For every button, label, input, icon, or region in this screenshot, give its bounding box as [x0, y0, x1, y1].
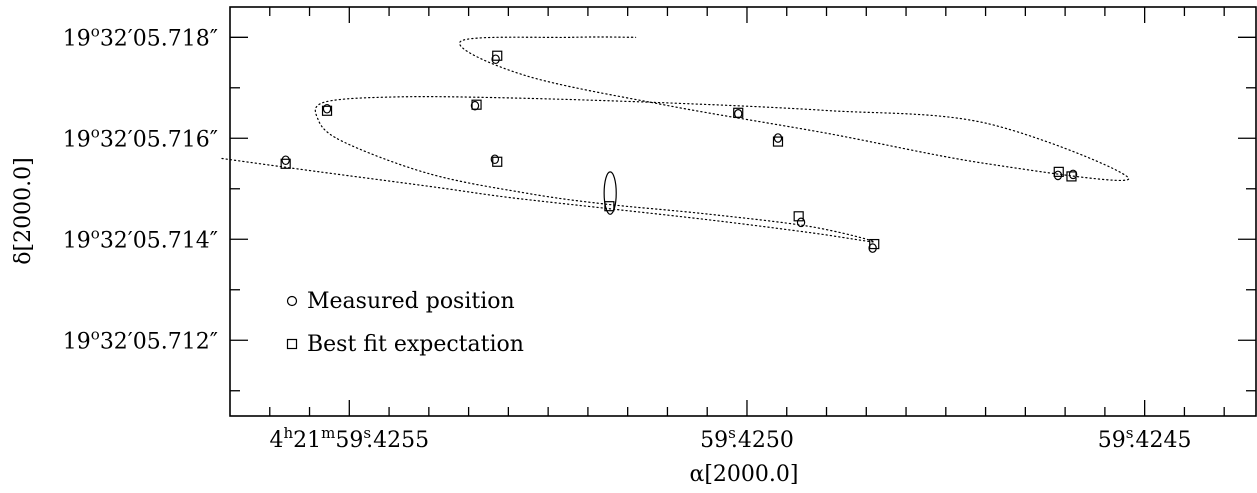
x-tick-label-fraction: .4255: [366, 428, 429, 453]
plot-frame-group: [229, 6, 1257, 417]
y-tick-label-rest: 32′05.712″: [100, 329, 218, 354]
measured-circle: [470, 100, 480, 111]
y-tick-label-rest: 32′05.714″: [100, 228, 218, 253]
x-tick-label: 59s.4245: [1098, 424, 1192, 453]
best-fit-square: [733, 107, 744, 118]
measured-circle: [1053, 170, 1063, 181]
measured-circle: [490, 154, 500, 165]
x-tick-label-minutes: 21: [293, 428, 321, 453]
x-axis-label: α[2000.0]: [689, 462, 798, 487]
x-tick-label-s: s: [1126, 424, 1134, 442]
best-fit-square: [1053, 166, 1064, 177]
y-tick-label-degrees: 19: [63, 228, 91, 253]
y-tick-label-rest: 32′05.718″: [100, 26, 218, 51]
y-axis-label: δ[2000.0]: [11, 157, 36, 264]
fit-curve: [221, 36, 1130, 243]
y-tick-label-degree-symbol: o: [91, 22, 100, 40]
tick-labels-layer: 19o32′05.718″19o32′05.716″19o32′05.714″1…: [63, 22, 1192, 453]
measured-circle: [1068, 169, 1078, 180]
x-tick-label-fraction: .4245: [1129, 428, 1192, 453]
legend-circle-marker: [286, 295, 298, 307]
best-fit-square: [869, 238, 880, 250]
y-tick-label: 19o32′05.716″: [63, 123, 218, 152]
measured-circle: [322, 103, 332, 114]
measured-circle: [773, 133, 783, 143]
x-tick-label-m: m: [321, 424, 335, 442]
y-tick-label-degrees: 19: [63, 127, 91, 152]
best-fit-square: [321, 105, 333, 116]
legend-label-measured: Measured position: [307, 289, 515, 314]
x-tick-label-seconds: 59: [335, 428, 363, 453]
y-tick-label-degree-symbol: o: [91, 325, 100, 343]
measured-circle: [868, 243, 877, 253]
tick-marks: [230, 7, 1256, 416]
x-tick-label-h: h: [284, 424, 294, 442]
y-tick-label-degrees: 19: [63, 329, 91, 354]
x-tick-label-seconds: 59: [1098, 428, 1126, 453]
x-tick-label-s: s: [363, 424, 371, 442]
measured-circle: [491, 54, 500, 65]
fit-curve-layer: [221, 36, 1130, 243]
measured-circle: [603, 171, 617, 215]
y-tick-label-degree-symbol: o: [91, 123, 100, 141]
legend: Measured position Best fit expectation: [286, 289, 524, 357]
best-fit-square: [772, 136, 784, 147]
x-tick-label: 4h21m59s.4255: [270, 424, 430, 453]
y-tick-label-rest: 32′05.716″: [100, 127, 218, 152]
best-fit-square: [492, 156, 503, 167]
measured-circle: [281, 155, 290, 166]
best-fit-square: [280, 158, 291, 169]
y-tick-label: 19o32′05.718″: [63, 22, 218, 51]
y-tick-label-degrees: 19: [63, 26, 91, 51]
legend-square-marker: [286, 338, 298, 350]
x-tick-label-hours: 4: [270, 428, 284, 453]
x-tick-label-fraction: .4250: [731, 428, 794, 453]
best-fit-square: [793, 211, 804, 222]
x-tick-label: 59s.4250: [700, 424, 794, 453]
measured-circle: [796, 217, 806, 228]
legend-label-best-fit: Best fit expectation: [307, 332, 524, 357]
y-tick-label-degree-symbol: o: [91, 224, 100, 242]
x-tick-label-seconds: 59: [700, 428, 728, 453]
y-tick-label: 19o32′05.714″: [63, 224, 218, 253]
measured-circle: [734, 108, 743, 119]
x-tick-label-s: s: [728, 424, 736, 442]
plot-frame: [229, 6, 1257, 417]
best-fit-square: [492, 50, 503, 61]
data-points-layer: [280, 50, 1078, 253]
y-tick-label: 19o32′05.712″: [63, 325, 218, 354]
